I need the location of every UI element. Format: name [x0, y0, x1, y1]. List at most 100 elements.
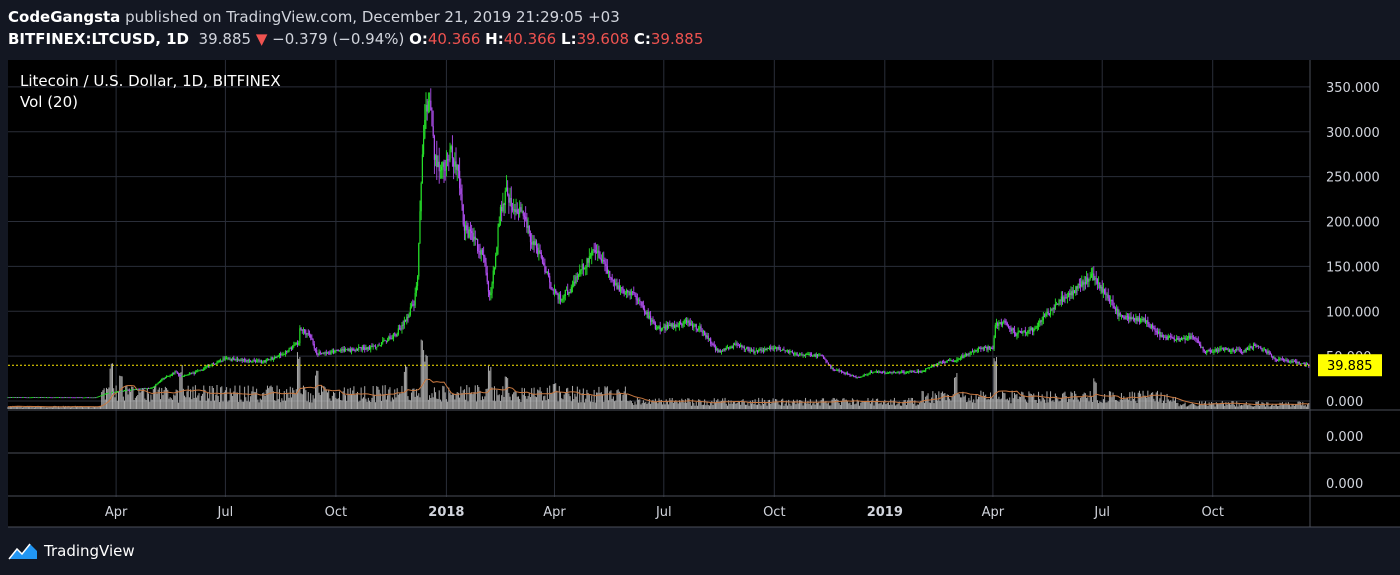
volume-bar	[517, 396, 519, 409]
candle-body	[1040, 320, 1042, 322]
candle-body	[898, 372, 900, 374]
author-name[interactable]: CodeGangsta	[8, 8, 121, 26]
candle-body	[1033, 329, 1035, 332]
candle-body	[156, 384, 158, 385]
candle-body	[362, 347, 365, 348]
candle-body	[170, 374, 172, 376]
candle-body	[1111, 300, 1113, 301]
candle-body	[604, 261, 606, 265]
candle-body	[755, 350, 757, 352]
candle-body	[1288, 361, 1291, 363]
volume-bar	[813, 402, 815, 409]
tradingview-logo-icon[interactable]	[8, 541, 38, 561]
volume-bar	[166, 388, 168, 409]
volume-bar	[576, 386, 578, 409]
volume-bar	[639, 399, 641, 409]
volume-bar	[1238, 403, 1240, 409]
volume-bar	[917, 404, 919, 409]
candle-body	[890, 372, 892, 374]
volume-bar	[1018, 396, 1020, 409]
volume-bar	[837, 399, 839, 409]
volume-bar	[220, 387, 222, 409]
volume-bar	[397, 394, 399, 409]
volume-bar	[490, 366, 492, 409]
volume-bar	[276, 385, 278, 409]
volume-bar	[1173, 400, 1175, 409]
volume-bar	[212, 388, 214, 409]
candle-body	[606, 266, 608, 274]
candle-body	[456, 164, 458, 170]
candle-body	[45, 397, 48, 399]
volume-bar	[411, 392, 413, 409]
volume-bar	[584, 402, 586, 409]
candle-body	[678, 321, 681, 327]
volume-bar	[498, 394, 500, 409]
volume-bar	[726, 405, 728, 409]
candle-body	[569, 292, 571, 293]
candle-body	[361, 347, 363, 350]
volume-bar	[1177, 402, 1179, 409]
volume-bar	[783, 405, 785, 409]
candle-body	[836, 370, 838, 371]
volume-bar	[1221, 401, 1223, 409]
open-label: O:	[409, 30, 428, 48]
candle-body	[940, 361, 942, 363]
candle-body	[754, 351, 756, 353]
volume-bar	[765, 401, 767, 409]
volume-bar	[672, 402, 674, 409]
chart-header: CodeGangsta published on TradingView.com…	[0, 0, 1400, 60]
volume-bar	[1301, 405, 1303, 409]
volume-bar	[265, 389, 267, 409]
candle-body	[1195, 338, 1197, 340]
candle-body	[1286, 359, 1288, 362]
volume-bar	[1266, 402, 1268, 409]
volume-bar	[634, 401, 636, 409]
volume-bar	[943, 393, 945, 409]
candle-body	[864, 374, 867, 376]
volume-bar	[323, 385, 325, 409]
volume-bar	[442, 385, 444, 409]
candle-body	[228, 357, 230, 360]
candle-body	[1102, 289, 1105, 293]
volume-bar	[113, 388, 115, 409]
candle-body	[296, 343, 299, 345]
candle-body	[416, 276, 419, 286]
candle-body	[1263, 349, 1265, 351]
candle-body	[819, 354, 821, 356]
candle-body	[62, 397, 64, 399]
candle-body	[230, 358, 233, 360]
volume-bar	[111, 363, 113, 409]
candle-body	[341, 349, 343, 351]
candle-body	[149, 388, 151, 389]
candle-body	[987, 346, 989, 350]
candle-body	[1108, 298, 1111, 302]
volume-bar	[263, 392, 265, 409]
volume-bar	[987, 398, 989, 409]
volume-bar	[478, 386, 480, 409]
candle-body	[1204, 350, 1207, 353]
candle-body	[455, 161, 457, 170]
volume-bar	[27, 406, 29, 409]
candle-body	[616, 283, 618, 289]
candle-body	[444, 169, 446, 171]
candle-body	[360, 347, 362, 350]
volume-bar	[492, 400, 494, 409]
volume-bar	[529, 397, 531, 409]
volume-bar	[612, 396, 614, 409]
footer-brand[interactable]: TradingView	[44, 542, 135, 560]
volume-bar	[533, 387, 535, 409]
volume-bar	[684, 399, 686, 409]
volume-bar	[341, 400, 343, 409]
candle-body	[694, 324, 696, 327]
volume-bar	[1180, 405, 1182, 409]
candle-body	[719, 350, 721, 353]
candle-body	[390, 338, 392, 339]
candle-body	[69, 397, 72, 399]
candle-body	[1058, 300, 1060, 305]
candle-body	[1113, 306, 1115, 308]
volume-bar	[343, 387, 345, 409]
candle-body	[770, 347, 772, 350]
footer: TradingView	[8, 540, 135, 562]
time-axis[interactable]: Apr Jul Oct 2018 Apr Jul Oct 2019 Apr Jul Oct	[105, 505, 1224, 520]
